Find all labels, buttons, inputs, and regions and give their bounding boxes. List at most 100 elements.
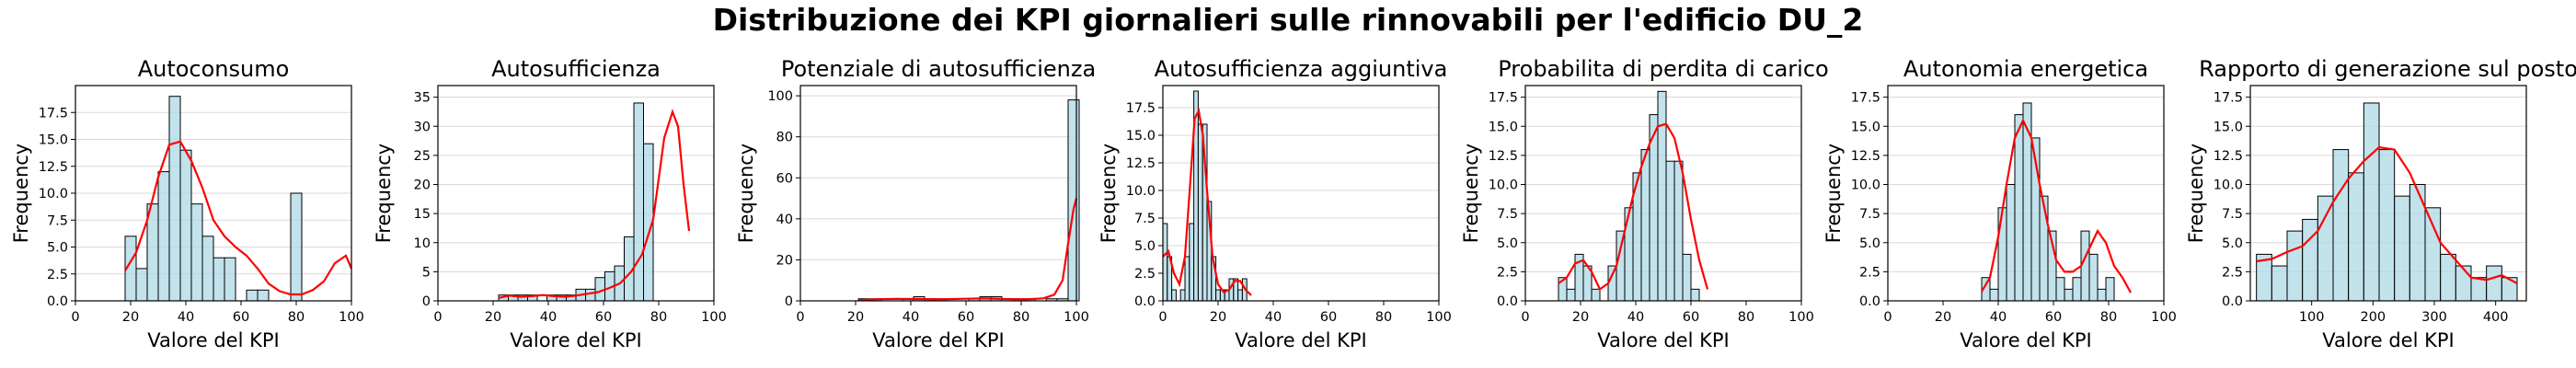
histogram-bar (2097, 288, 2107, 302)
chart-title: Autoconsumo (138, 56, 290, 82)
histogram-bar (1179, 289, 1186, 302)
histogram-bar (2088, 253, 2099, 302)
histogram-bar (2064, 288, 2074, 302)
histogram-bar (179, 149, 192, 302)
y-tick-label: 17.5 (1851, 91, 1880, 106)
histogram-bar (2072, 277, 2082, 302)
y-tick-label: 5.0 (1497, 236, 1518, 251)
y-tick-label: 2.5 (47, 268, 68, 282)
histogram-bar (1184, 256, 1190, 302)
y-tick-label: 15.0 (39, 133, 68, 148)
histogram-bar (1162, 223, 1168, 302)
x-axis-label: Valore del KPI (1960, 329, 2091, 351)
histogram-bar (2394, 195, 2410, 302)
chart-title: Autosufficienza (491, 56, 661, 82)
histogram-bar (1665, 160, 1675, 302)
x-tick-label: 0 (1521, 310, 1529, 325)
y-tick-label: 0.0 (2222, 294, 2243, 309)
y-tick-label: 7.5 (1859, 207, 1880, 222)
x-axis-label: Valore del KPI (1235, 329, 1366, 351)
chart-panel-6: 0.0 2.5 5.0 7.5 10.0 12.5 15.0 17.5 0 20 40 60 80 100… (1823, 56, 2177, 351)
histogram-bar (1616, 230, 1626, 302)
y-tick-label: 17.5 (2214, 91, 2243, 106)
histogram-bar (2486, 265, 2502, 302)
axes-frame (75, 85, 352, 302)
histogram-bar (2080, 230, 2090, 302)
chart-panel-2: 0 5 10 15 20 25 30 35 0 20 40 60 80 100 Autosufficienz… (373, 56, 727, 351)
y-axis-label: Frequency (1823, 144, 1845, 244)
histogram-bar (2286, 230, 2304, 302)
x-axis-label: Valore del KPI (872, 329, 1004, 351)
y-tick-label: 60 (776, 171, 793, 186)
y-tick-label: 2.5 (1134, 267, 1156, 282)
histogram-bar (2317, 195, 2334, 302)
y-tick-label: 7.5 (1134, 212, 1156, 226)
histogram-bar (2055, 277, 2065, 302)
chart-title: Potenziale di autosufficienza (781, 56, 1096, 82)
y-tick-label: 20 (414, 178, 431, 193)
histogram-bar (1657, 90, 1667, 302)
chart-title: Autonomia energetica (1903, 56, 2148, 82)
x-tick-label: 60 (233, 310, 249, 325)
y-tick-label: 15.0 (2214, 120, 2243, 134)
histogram-bar (2302, 218, 2318, 302)
y-tick-label: 0.0 (47, 294, 68, 309)
histogram-bar (2006, 184, 2016, 302)
x-tick-label: 0 (433, 310, 442, 325)
histogram-bar (146, 203, 159, 302)
histogram-bar (2348, 172, 2364, 302)
x-tick-label: 40 (1627, 310, 1644, 325)
histogram-bar (1607, 265, 1617, 302)
axes-frame (437, 85, 715, 302)
histogram-bar (1067, 99, 1080, 302)
y-tick-label: 7.5 (1497, 207, 1518, 222)
x-tick-label: 40 (903, 310, 919, 325)
y-tick-label: 15.0 (1489, 120, 1518, 134)
x-tick-label: 100 (339, 310, 364, 325)
x-tick-label: 80 (650, 310, 667, 325)
y-tick-label: 10.0 (39, 187, 68, 201)
histogram-bar (2363, 102, 2380, 302)
histogram-bar (1690, 288, 1700, 302)
histogram-bar (2470, 277, 2488, 302)
x-tick-label: 0 (71, 310, 79, 325)
histogram-bar (1566, 288, 1576, 302)
x-tick-label: 20 (122, 310, 139, 325)
x-tick-label: 20 (1935, 310, 1951, 325)
y-tick-label: 0.0 (1859, 294, 1880, 309)
y-tick-label: 10.0 (2214, 178, 2243, 193)
y-tick-label: 5.0 (1134, 239, 1156, 254)
chart-title: Probabilita di perdita di carico (1498, 56, 1828, 82)
y-axis-label: Frequency (2185, 144, 2207, 244)
histogram-bar (2014, 114, 2024, 302)
histogram-bar (2440, 253, 2456, 302)
kde-curve (124, 140, 353, 296)
x-tick-label: 60 (2045, 310, 2062, 325)
x-tick-label: 0 (1883, 310, 1892, 325)
histogram-bar (1189, 223, 1195, 302)
y-tick-label: 10.0 (1851, 178, 1880, 193)
x-tick-label: 40 (178, 310, 194, 325)
x-tick-label: 40 (1265, 310, 1282, 325)
chart-title: Autosufficienza aggiuntiva (1155, 56, 1448, 82)
x-tick-label: 100 (2151, 310, 2177, 325)
x-tick-label: 40 (540, 310, 557, 325)
histogram-bar (1171, 289, 1177, 302)
kde-curve (498, 109, 691, 299)
y-tick-label: 12.5 (39, 160, 68, 175)
y-axis-label: Frequency (1098, 144, 1120, 244)
y-tick-label: 15.0 (1851, 120, 1880, 134)
y-axis-label: Frequency (373, 144, 395, 244)
x-tick-label: 400 (2483, 310, 2509, 325)
y-tick-label: 10 (414, 236, 431, 251)
axes-frame (1887, 85, 2165, 302)
y-tick-label: 10.0 (1489, 178, 1518, 193)
x-tick-label: 60 (1683, 310, 1699, 325)
histogram-bar (2039, 195, 2049, 302)
histogram-bar (1997, 207, 2007, 302)
kde-curve (1981, 118, 2132, 293)
histogram-bar (1197, 123, 1203, 302)
y-tick-label: 5.0 (1859, 236, 1880, 251)
axes-frame (1162, 85, 1440, 302)
histogram-bar (157, 171, 170, 302)
